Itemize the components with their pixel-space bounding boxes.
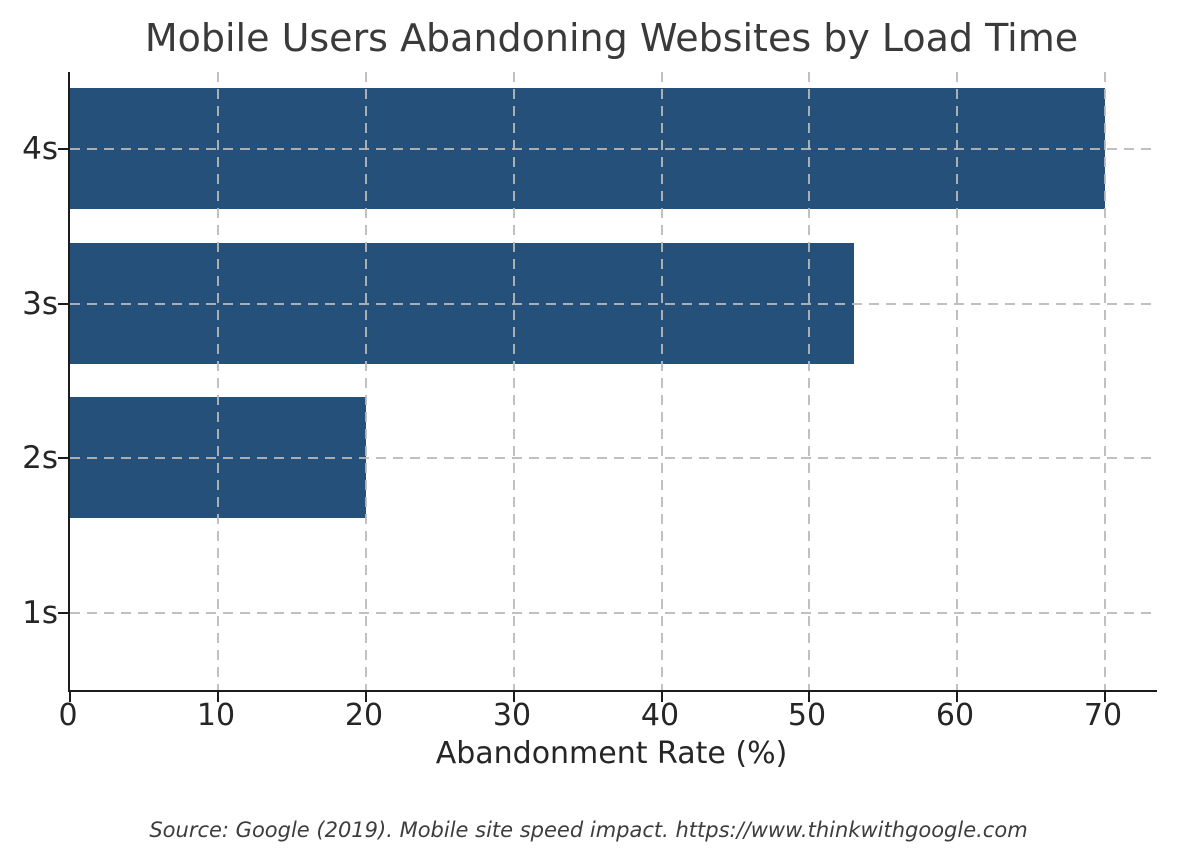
horizontal-gridline — [70, 612, 1157, 614]
x-tick-label: 20 — [344, 698, 384, 733]
x-tick-mark — [69, 692, 71, 702]
vertical-gridline — [1104, 72, 1106, 690]
x-tick-label: 30 — [492, 698, 532, 733]
vertical-gridline — [661, 72, 663, 690]
x-tick-label: 50 — [787, 698, 827, 733]
vertical-gridline — [808, 72, 810, 690]
y-tick-label-1s: 1s — [22, 595, 58, 631]
x-tick-mark — [365, 692, 367, 702]
horizontal-gridline — [70, 457, 1157, 459]
vertical-gridline — [365, 72, 367, 690]
horizontal-gridline — [70, 303, 1157, 305]
x-tick-mark — [217, 692, 219, 702]
x-tick-label: 0 — [58, 698, 78, 733]
vertical-gridline — [217, 72, 219, 690]
x-tick-mark — [808, 692, 810, 702]
source-note: Source: Google (2019). Mobile site speed… — [149, 818, 1028, 842]
chart-title: Mobile Users Abandoning Websites by Load… — [144, 16, 1079, 60]
vertical-gridline — [513, 72, 515, 690]
y-tick-label-4s: 4s — [22, 131, 58, 167]
y-tick-label-3s: 3s — [22, 286, 58, 322]
x-tick-label: 60 — [935, 698, 975, 733]
x-tick-label: 70 — [1083, 698, 1123, 733]
y-tick-mark — [58, 457, 68, 459]
y-tick-mark — [58, 612, 68, 614]
x-tick-mark — [661, 692, 663, 702]
x-tick-mark — [513, 692, 515, 702]
horizontal-gridline — [70, 148, 1157, 150]
y-tick-mark — [58, 148, 68, 150]
y-tick-label-2s: 2s — [22, 440, 58, 476]
x-axis-label: Abandonment Rate (%) — [435, 736, 788, 771]
x-tick-mark — [956, 692, 958, 702]
vertical-gridline — [956, 72, 958, 690]
x-tick-label: 10 — [196, 698, 236, 733]
x-tick-mark — [1104, 692, 1106, 702]
y-tick-mark — [58, 303, 68, 305]
x-tick-label: 40 — [640, 698, 680, 733]
plot-area — [58, 72, 1157, 702]
